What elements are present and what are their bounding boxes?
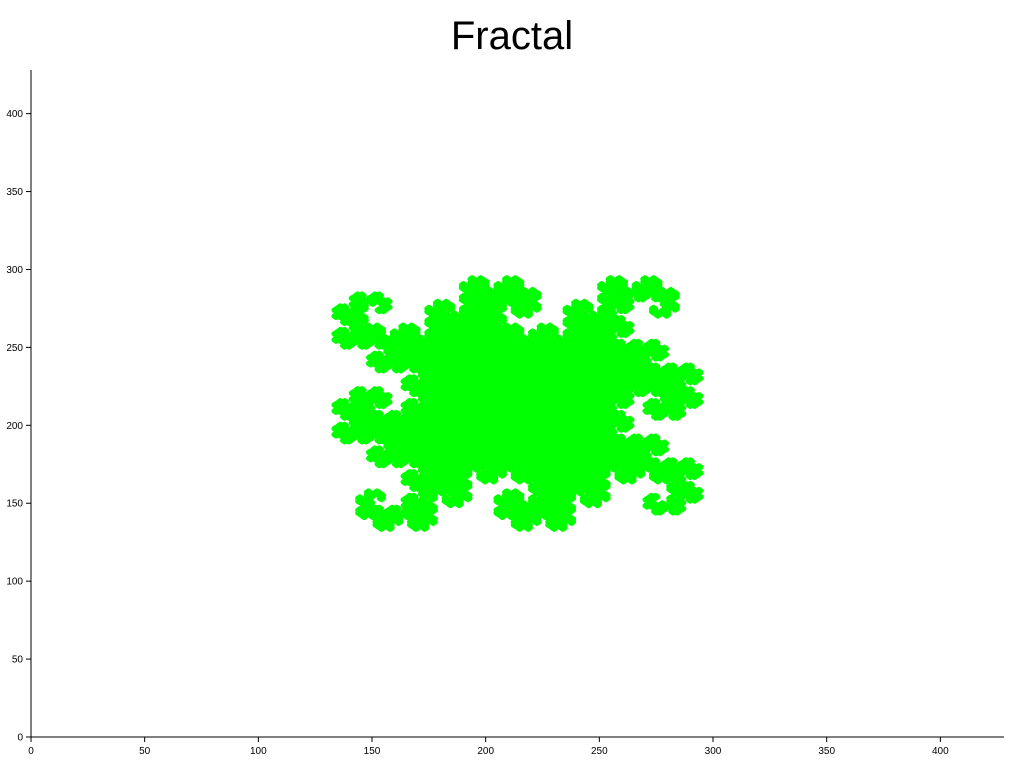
x-tick-label: 50 xyxy=(139,746,151,757)
x-tick-label: 100 xyxy=(250,746,267,757)
fractal-curve-series xyxy=(469,275,704,469)
y-tick-label: 200 xyxy=(6,421,23,432)
x-tick-label: 150 xyxy=(364,746,381,757)
y-tick-label: 150 xyxy=(6,499,23,510)
y-tick-label: 100 xyxy=(6,577,23,588)
y-tick-label: 300 xyxy=(6,265,23,276)
chart-title: Fractal xyxy=(450,14,574,58)
x-tick-label: 350 xyxy=(818,746,835,757)
fractal-curve-series xyxy=(331,338,566,532)
y-tick-label: 250 xyxy=(6,343,23,354)
x-tick-label: 200 xyxy=(477,746,494,757)
x-axis-ticks: 0 50 100 150 200 250 300 350 400 xyxy=(28,737,949,757)
x-tick-label: 300 xyxy=(705,746,722,757)
y-tick-label: 350 xyxy=(6,187,23,198)
fractal-curve-series xyxy=(424,369,704,532)
x-tick-label: 250 xyxy=(591,746,608,757)
x-tick-label: 400 xyxy=(932,746,949,757)
y-axis-ticks: 0 50 100 150 200 250 300 350 400 xyxy=(6,109,31,744)
y-tick-label: 0 xyxy=(17,733,23,744)
fractal-curve-group xyxy=(331,275,704,532)
fractal-curve-series xyxy=(331,275,611,438)
x-tick-label: 0 xyxy=(28,746,34,757)
y-tick-label: 50 xyxy=(12,655,24,666)
y-tick-label: 400 xyxy=(6,109,23,120)
